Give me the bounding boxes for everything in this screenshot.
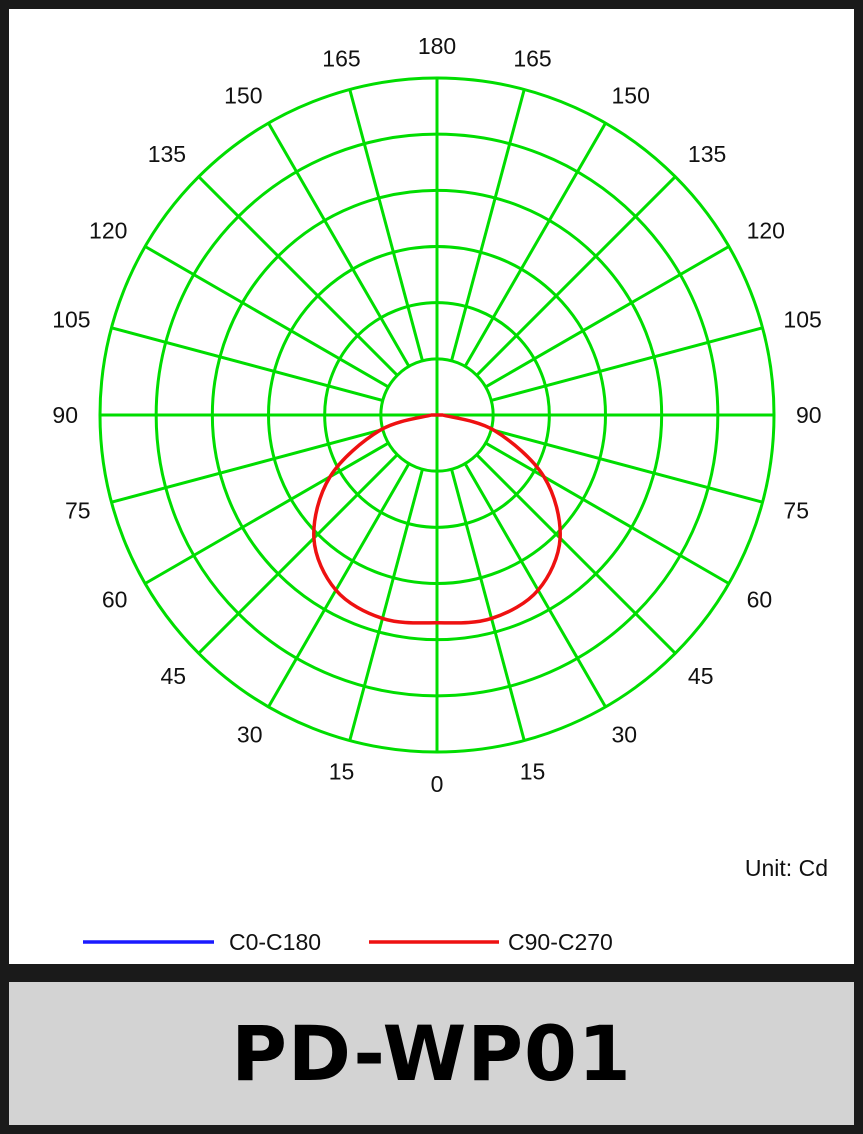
tick-left-30: 30 <box>237 722 263 748</box>
grid-spoke-135 <box>475 175 677 377</box>
tick-left-60: 60 <box>102 587 128 613</box>
legend: C0-C180 C90-C270 <box>83 929 613 955</box>
grid-spoke-60 <box>484 441 730 585</box>
tick-left-15: 15 <box>329 758 355 784</box>
model-footer: PD-WP01 <box>9 982 854 1125</box>
tick-right-135: 135 <box>688 141 726 167</box>
grid-spokes <box>100 78 774 752</box>
unit-label: Unit: Cd <box>745 855 828 881</box>
grid-spoke-15 <box>450 468 526 741</box>
grid-spoke-195 <box>348 89 424 362</box>
tick-left-135: 135 <box>148 141 186 167</box>
grid-spoke-300 <box>144 441 390 585</box>
tick-left-165: 165 <box>322 46 360 72</box>
tick-right-165: 165 <box>513 46 551 72</box>
grid-spoke-45 <box>475 453 677 655</box>
grid-spoke-30 <box>463 462 607 708</box>
grid-spoke-75 <box>490 428 763 504</box>
tick-left-0: 0 <box>431 771 444 797</box>
tick-right-105: 105 <box>783 306 821 332</box>
divider-bar <box>9 964 854 982</box>
tick-right-30: 30 <box>612 722 638 748</box>
tick-right-90: 90 <box>796 402 822 428</box>
tick-left-105: 105 <box>52 306 90 332</box>
grid-spoke-105 <box>490 326 763 402</box>
grid-spoke-285 <box>111 428 384 504</box>
tick-right-120: 120 <box>747 218 785 244</box>
tick-right-15: 15 <box>520 758 546 784</box>
grid-spoke-315 <box>197 453 399 655</box>
series-layer <box>312 413 562 625</box>
tick-top-180: 180 <box>418 33 456 59</box>
grid-spoke-120 <box>484 245 730 389</box>
grid-spoke-240 <box>144 245 390 389</box>
grid-spoke-345 <box>348 468 424 741</box>
legend-label-c90-c270: C90-C270 <box>508 929 613 955</box>
angle-tick-labels: 0 15 30 45 60 75 90 105 120 135 150 165 15 30 45 60 75 90… <box>52 33 822 797</box>
legend-label-c0-c180: C0-C180 <box>229 929 321 955</box>
tick-right-60: 60 <box>747 587 773 613</box>
grid-spoke-210 <box>267 122 411 368</box>
tick-left-90: 90 <box>52 402 78 428</box>
polar-chart-panel: 0 15 30 45 60 75 90 105 120 135 150 165 15 30 45 60 75 90… <box>9 9 854 964</box>
grid-spoke-225 <box>197 175 399 377</box>
grid-spoke-255 <box>111 326 384 402</box>
tick-left-150: 150 <box>224 82 262 108</box>
grid-spoke-150 <box>463 122 607 368</box>
tick-right-75: 75 <box>783 498 809 524</box>
tick-right-150: 150 <box>612 82 650 108</box>
tick-left-120: 120 <box>89 218 127 244</box>
polar-chart: 0 15 30 45 60 75 90 105 120 135 150 165 15 30 45 60 75 90… <box>52 33 828 955</box>
series-curve-c90-c270 <box>312 413 562 625</box>
model-name: PD-WP01 <box>231 1009 632 1098</box>
grid-spoke-165 <box>450 89 526 362</box>
grid-spoke-330 <box>267 462 411 708</box>
tick-right-45: 45 <box>688 663 714 689</box>
tick-left-75: 75 <box>65 498 91 524</box>
tick-left-45: 45 <box>160 663 186 689</box>
